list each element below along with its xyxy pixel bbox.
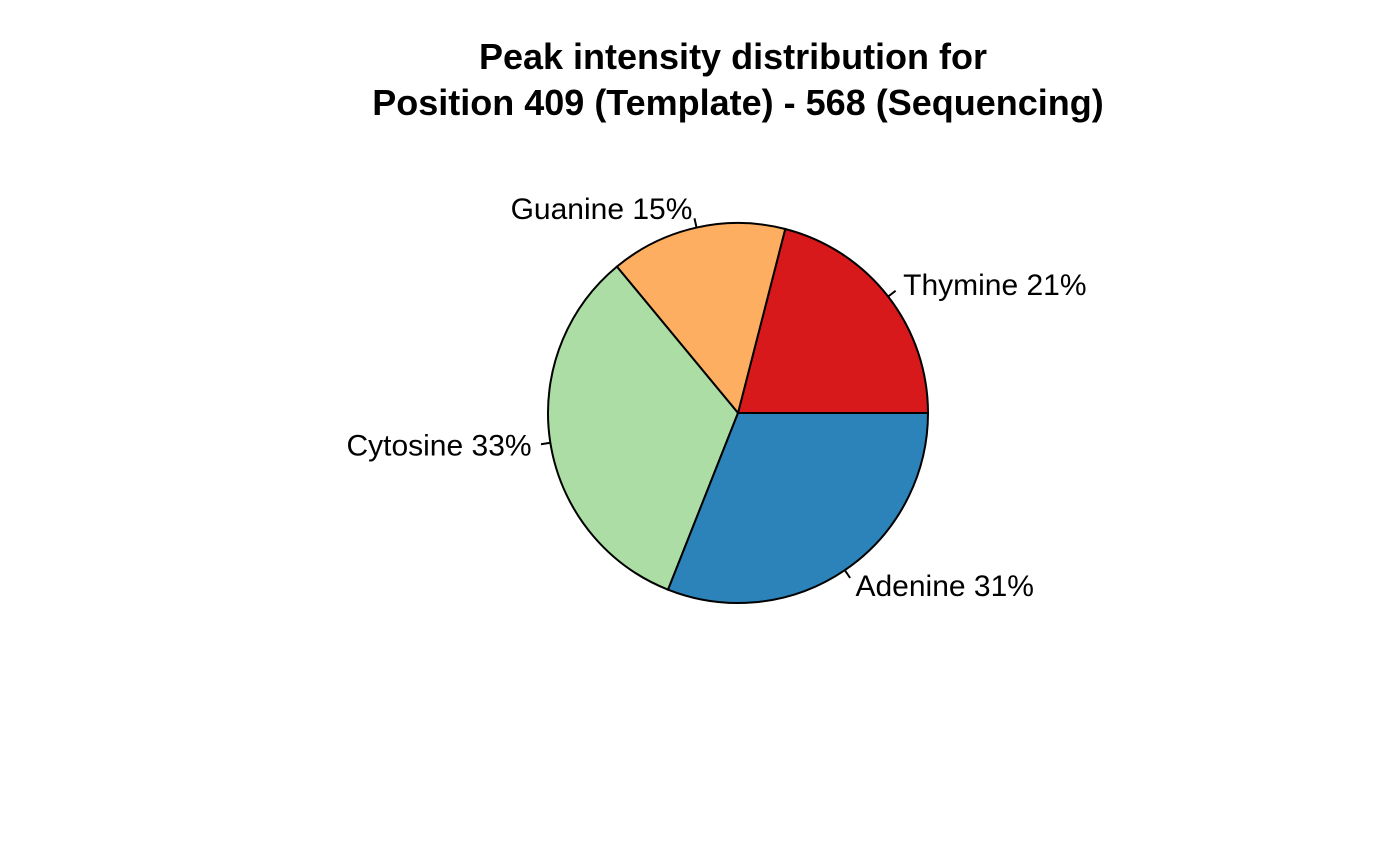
chart-subtitle: Position 409 (Template) - 568 (Sequencin… [372,82,1103,123]
chart-title: Peak intensity distribution for [479,36,987,77]
pie-slice-adenine [666,412,930,604]
label-ticks [540,218,897,579]
label-tick-adenine [843,569,851,579]
pie-slice-cytosine [547,265,740,591]
slice-label-thymine: Thymine 21% [903,269,1086,302]
slice-label-cytosine: Cytosine 33% [346,430,531,463]
label-tick-thymine [887,289,897,298]
slice-label-adenine: Adenine 31% [855,570,1033,603]
pie-slices [547,222,930,604]
label-tick-cytosine [540,441,551,446]
slice-label-guanine: Guanine 15% [511,193,693,226]
label-tick-guanine [693,218,698,228]
slice-labels: Thymine 21% Guanine 15% Cytosine 33% Adenin… [346,193,1086,603]
